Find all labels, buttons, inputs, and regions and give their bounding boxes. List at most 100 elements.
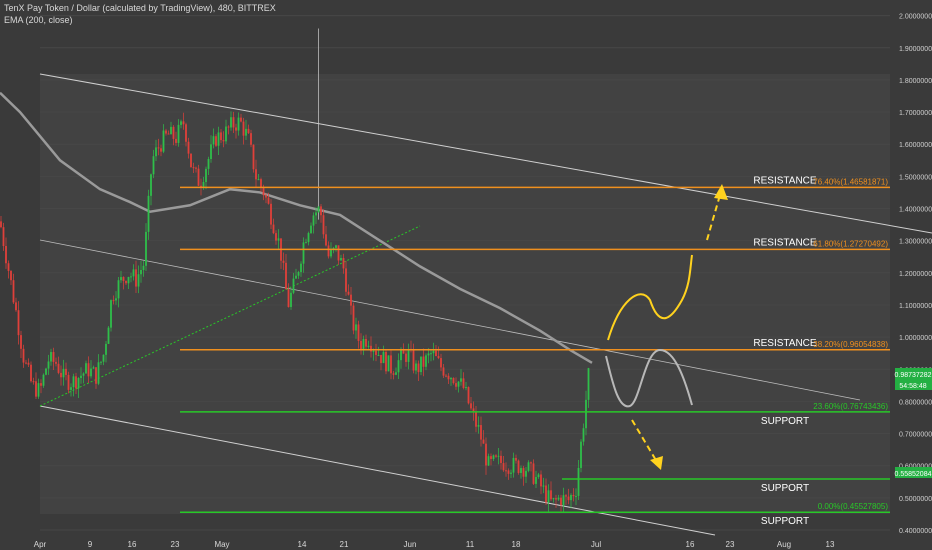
ema-line (0, 91, 593, 364)
candle-body (12, 280, 15, 303)
candle-body (467, 387, 470, 404)
candle-body (517, 460, 520, 473)
levels: RESISTANCE76.40%(1.46581871)RESISTANCE61… (180, 175, 890, 527)
candle-body (32, 381, 35, 383)
x-tick-label: 11 (466, 540, 475, 549)
x-tick-label: Jun (404, 540, 417, 549)
candle-body (30, 364, 32, 382)
candle-body (372, 350, 375, 352)
candle-body (360, 340, 362, 350)
candle-body (122, 277, 125, 281)
candles (0, 28, 590, 513)
candle-body (85, 363, 87, 374)
candle-body (147, 195, 150, 232)
candle-body (167, 133, 170, 135)
candle-body (385, 351, 387, 372)
candle-body (115, 298, 117, 301)
candle-body (442, 367, 445, 376)
candle-body (412, 350, 415, 371)
x-tick-label: 13 (826, 540, 835, 549)
candle-body (585, 399, 587, 429)
candle-body (5, 245, 7, 264)
candle-body (125, 280, 127, 284)
candle-body (287, 289, 290, 308)
candle-body (70, 387, 72, 390)
candle-body (335, 245, 337, 248)
candle-body (447, 375, 450, 380)
candle-body (112, 300, 115, 302)
candle-body (27, 362, 30, 365)
candle-body (582, 428, 585, 442)
candle-body (265, 195, 267, 198)
candle-body (102, 354, 105, 362)
candle-body (57, 363, 60, 373)
candle-body (302, 242, 305, 264)
x-tick-label: Aug (777, 540, 791, 549)
candle-body (75, 376, 77, 389)
candle-body (370, 345, 372, 352)
candle-body (470, 403, 472, 409)
candle-body (152, 156, 155, 175)
candle-body (200, 185, 202, 188)
candle-body (42, 374, 45, 386)
candle-body (245, 128, 247, 136)
candle-body (60, 372, 62, 378)
candle-body (577, 467, 580, 496)
candle-body (40, 383, 42, 386)
x-tick-label: 9 (88, 540, 93, 549)
candle-body (275, 233, 277, 241)
candle-body (292, 278, 295, 293)
candle-body (400, 350, 402, 361)
candle-body (547, 490, 550, 503)
candle-body (565, 495, 567, 497)
chart-title: TenX Pay Token / Dollar (calculated by T… (4, 3, 276, 13)
candle-body (117, 280, 120, 299)
up-wave-arrow (607, 254, 693, 341)
x-tick-label: May (214, 540, 229, 549)
candle-body (250, 133, 252, 145)
candle-body (187, 141, 190, 154)
candle-body (97, 362, 100, 384)
candle-body (380, 354, 382, 364)
x-tick-label: Jul (591, 540, 601, 549)
candle-body (550, 490, 552, 500)
candle-body (67, 374, 70, 390)
candle-body (65, 368, 67, 375)
candle-body (267, 197, 270, 204)
candle-body (420, 356, 422, 373)
candle-body (105, 343, 107, 355)
candle-body (465, 387, 467, 389)
candle-body (460, 378, 462, 382)
candle-body (505, 470, 507, 472)
price-badge-text: 0.55852084 (895, 471, 932, 478)
candle-body (252, 144, 255, 170)
candle-body (50, 352, 52, 362)
candle-body (362, 338, 365, 350)
candle-body (2, 227, 5, 246)
down-arrow-shaft (631, 419, 658, 463)
candle-body (45, 368, 47, 375)
candle-body (295, 275, 297, 279)
candle-body (62, 368, 65, 378)
x-tick-label: 21 (340, 540, 349, 549)
price-badges: 0.98737282 54:58:48 0.55852084 (895, 368, 932, 478)
candle-body (222, 140, 225, 142)
candle-body (95, 367, 97, 384)
support-label: SUPPORT (761, 483, 809, 494)
resistance-label: RESISTANCE (753, 175, 816, 186)
candle-body (557, 497, 560, 500)
candle-body (142, 265, 145, 270)
candle-body (587, 368, 590, 400)
candle-body (352, 305, 355, 331)
candle-body (545, 485, 547, 503)
candle-body (482, 439, 485, 444)
candle-body (510, 472, 512, 474)
candle-body (497, 455, 500, 457)
channel-mid-line (39, 239, 861, 401)
candle-body (417, 363, 420, 373)
candle-body (405, 353, 407, 362)
